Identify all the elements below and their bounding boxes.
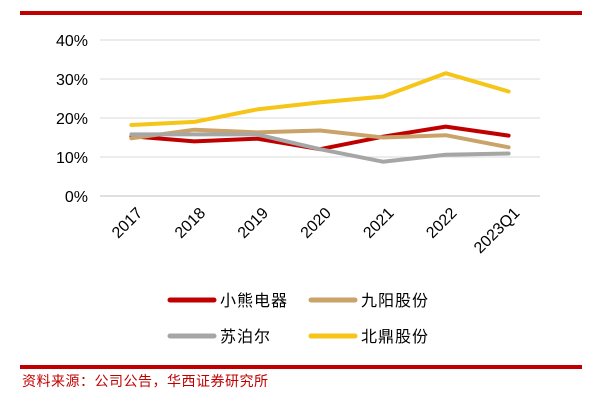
x-tick-label: 2019 [235,205,272,242]
x-tick-label: 2017 [109,205,146,242]
y-tick-label: 10% [56,150,88,167]
top-rule [20,11,582,15]
y-tick-label: 20% [56,111,88,128]
x-tick-label: 2018 [172,205,209,242]
x-tick-label: 2021 [360,205,397,242]
x-tick-label: 2022 [423,205,460,242]
y-tick-label: 30% [56,72,88,89]
series-line-2 [129,127,511,150]
series-line-3 [129,132,511,164]
bottom-rule [20,365,582,369]
legend-label-4: 北鼎股份 [361,327,429,346]
y-tick-label: 0% [65,189,88,206]
legend-label-1: 小熊电器 [220,291,288,310]
source-note: 资料来源：公司公告，华西证券研究所 [22,374,269,390]
y-tick-label: 40% [56,33,88,50]
legend-label-2: 九阳股份 [361,291,429,310]
legend-label-3: 苏泊尔 [220,327,271,346]
x-tick-label: 2023Q1 [471,205,523,257]
series-line-4 [129,71,511,127]
x-tick-label: 2020 [298,205,335,242]
